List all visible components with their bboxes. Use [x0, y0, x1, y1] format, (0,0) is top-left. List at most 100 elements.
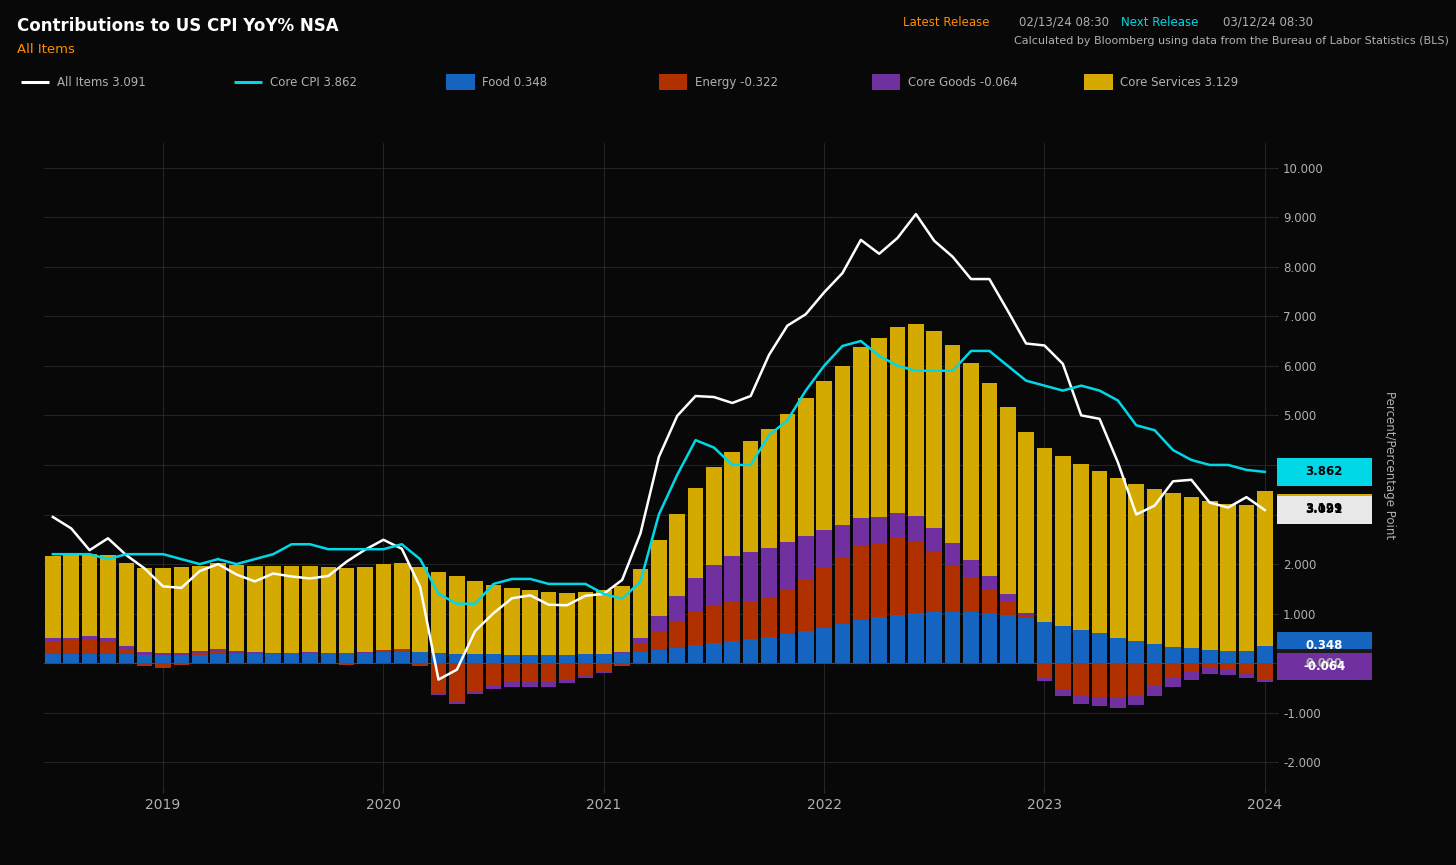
Bar — [761, 429, 778, 548]
Bar — [229, 654, 245, 663]
Bar — [486, 585, 501, 654]
Text: 03/12/24 08:30: 03/12/24 08:30 — [1223, 16, 1313, 29]
Bar — [926, 552, 942, 612]
Bar — [1147, 686, 1162, 696]
Bar — [156, 567, 170, 653]
Bar — [651, 540, 667, 616]
Bar — [64, 638, 79, 640]
Bar — [540, 663, 556, 682]
Bar — [817, 530, 831, 568]
Bar — [614, 652, 630, 653]
Bar — [173, 567, 189, 653]
Bar — [284, 566, 300, 653]
Text: 0.348: 0.348 — [1306, 639, 1342, 652]
Bar — [45, 638, 61, 641]
Bar — [357, 653, 373, 663]
Bar — [448, 663, 464, 702]
Bar — [431, 694, 447, 695]
Bar — [1184, 663, 1200, 671]
Bar — [596, 590, 612, 654]
Bar — [890, 513, 906, 538]
Bar — [100, 555, 116, 638]
Bar — [486, 684, 501, 689]
Bar — [395, 652, 409, 663]
Text: 3.129: 3.129 — [1306, 502, 1342, 515]
Bar — [853, 546, 869, 620]
Bar — [1165, 677, 1181, 687]
Bar — [633, 638, 648, 644]
Bar — [834, 525, 850, 557]
Bar — [137, 652, 153, 655]
Bar — [431, 653, 447, 663]
Bar — [118, 650, 134, 654]
Text: All Items: All Items — [17, 43, 76, 56]
Bar — [1073, 464, 1089, 630]
Bar — [1147, 663, 1162, 686]
Bar — [82, 654, 98, 663]
Bar — [1184, 649, 1200, 663]
Bar — [45, 555, 61, 638]
Bar — [1018, 618, 1034, 663]
FancyBboxPatch shape — [1085, 74, 1112, 90]
Bar — [853, 518, 869, 546]
Bar — [926, 528, 942, 552]
Bar — [137, 655, 153, 663]
Bar — [265, 566, 281, 653]
Bar — [596, 671, 612, 673]
Bar — [1128, 484, 1144, 642]
Bar — [706, 605, 722, 643]
Bar — [504, 655, 520, 663]
Bar — [834, 366, 850, 525]
Bar — [1201, 663, 1217, 667]
Bar — [871, 517, 887, 542]
Bar — [798, 580, 814, 631]
Bar — [1018, 615, 1034, 618]
Bar — [559, 663, 575, 679]
Bar — [137, 663, 153, 666]
Bar — [486, 654, 501, 663]
Bar — [173, 663, 189, 664]
Bar — [670, 514, 684, 596]
Bar — [890, 327, 906, 513]
Bar — [173, 655, 189, 663]
Bar — [448, 702, 464, 704]
Bar — [1037, 663, 1053, 678]
Bar — [853, 347, 869, 518]
Bar — [1000, 615, 1015, 663]
Bar — [504, 588, 520, 655]
Bar — [192, 651, 208, 653]
Bar — [229, 651, 245, 653]
Bar — [357, 567, 373, 652]
Bar — [156, 663, 170, 668]
Bar — [1147, 644, 1162, 663]
Bar — [687, 612, 703, 645]
Bar — [1092, 471, 1108, 633]
Bar — [1128, 695, 1144, 705]
Bar — [1018, 432, 1034, 612]
FancyBboxPatch shape — [872, 74, 900, 90]
Bar — [964, 579, 978, 612]
Text: 3.862: 3.862 — [1306, 465, 1342, 478]
Bar — [523, 590, 539, 655]
Bar — [523, 663, 539, 682]
Bar — [1201, 650, 1217, 663]
Bar — [1220, 650, 1236, 663]
Bar — [981, 613, 997, 663]
Text: Calculated by Bloomberg using data from the Bureau of Labor Statistics (BLS): Calculated by Bloomberg using data from … — [1013, 36, 1449, 47]
Bar — [725, 641, 740, 663]
Bar — [1239, 673, 1254, 678]
Bar — [670, 648, 684, 663]
Bar — [376, 564, 392, 650]
Bar — [339, 663, 354, 664]
Bar — [964, 362, 978, 561]
Text: Next Release: Next Release — [1121, 16, 1198, 29]
Bar — [798, 631, 814, 663]
FancyBboxPatch shape — [660, 74, 687, 90]
Bar — [523, 655, 539, 663]
Bar — [1000, 602, 1015, 615]
Bar — [926, 331, 942, 528]
Bar — [45, 641, 61, 654]
Text: 02/13/24 08:30: 02/13/24 08:30 — [1019, 16, 1109, 29]
Text: Core Services 3.129: Core Services 3.129 — [1120, 76, 1239, 89]
Bar — [1056, 663, 1070, 690]
